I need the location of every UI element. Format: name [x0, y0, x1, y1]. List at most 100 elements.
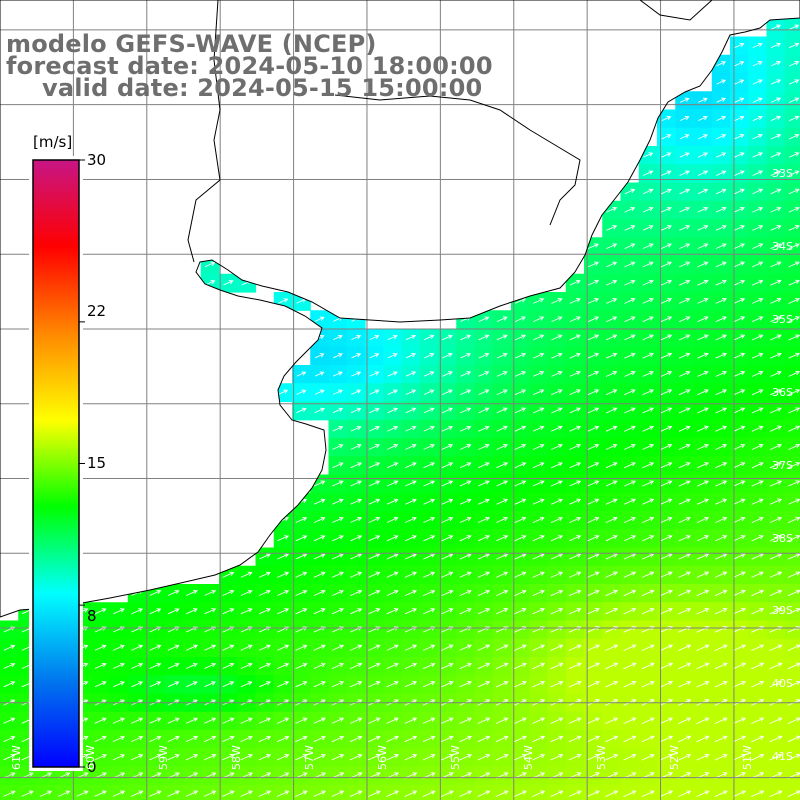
wind-arrow — [113, 681, 125, 688]
wind-arrow — [770, 61, 782, 67]
wind-arrow — [514, 516, 527, 524]
wind-arrow — [404, 571, 417, 578]
wind-arrow — [660, 389, 673, 396]
lat-label-37s: 37S — [772, 459, 793, 472]
wind-arrow — [551, 407, 563, 414]
wind-arrow — [716, 170, 727, 176]
wind-arrow — [331, 644, 345, 651]
wind-arrow — [405, 353, 417, 359]
wind-arrow — [369, 371, 380, 377]
wind-arrow — [550, 753, 564, 761]
wind-arrow — [3, 681, 16, 688]
field-cell — [565, 784, 585, 800]
wind-arrow — [94, 717, 107, 724]
wind-arrow — [460, 334, 472, 341]
wind-arrow — [350, 571, 363, 578]
wind-arrow — [405, 334, 417, 341]
field-cell — [346, 784, 366, 800]
wind-arrow — [569, 516, 582, 524]
field-cell — [36, 784, 56, 800]
wind-arrow — [733, 370, 746, 377]
wind-arrow — [478, 352, 490, 359]
wind-arrow — [623, 607, 637, 615]
wind-arrow — [496, 480, 509, 487]
wind-arrow — [715, 352, 728, 359]
field-cell — [146, 784, 165, 800]
wind-arrow — [734, 97, 745, 103]
wind-arrow — [295, 589, 308, 596]
wind-arrow — [769, 589, 783, 597]
wind-arrow — [405, 498, 417, 505]
wind-arrow — [423, 389, 435, 395]
wind-arrow — [295, 717, 308, 724]
wind-arrow — [405, 425, 417, 432]
wind-arrow — [259, 608, 271, 615]
wind-arrow — [788, 279, 800, 286]
field-cell — [456, 784, 476, 800]
wind-arrow — [368, 644, 381, 651]
wind-arrow — [313, 662, 326, 670]
wind-arrow — [769, 717, 783, 725]
wind-arrow — [642, 553, 655, 560]
lon-label-58w: 58W — [230, 745, 243, 770]
wind-arrow — [369, 334, 380, 341]
wind-arrow — [788, 243, 800, 250]
wind-arrow — [697, 316, 709, 323]
wind-arrow — [460, 389, 472, 396]
wind-arrow — [624, 188, 636, 195]
wind-arrow — [459, 480, 472, 487]
field-cell — [766, 784, 786, 800]
wind-arrow — [258, 717, 272, 724]
wind-arrow — [587, 589, 600, 597]
wind-arrow — [149, 662, 162, 669]
wind-arrow — [642, 334, 654, 341]
wind-arrow — [550, 717, 564, 724]
wind-arrow — [569, 298, 581, 304]
wind-arrow — [624, 443, 636, 450]
wind-arrow — [623, 680, 637, 688]
wind-arrow — [313, 681, 326, 688]
wind-arrow — [751, 334, 764, 341]
wind-arrow — [423, 516, 436, 523]
wind-arrow — [423, 662, 436, 670]
wind-arrow — [386, 644, 399, 651]
wind-arrow — [733, 225, 745, 231]
wind-arrow — [678, 480, 691, 487]
wind-arrow — [770, 389, 782, 396]
wind-arrow — [514, 425, 527, 432]
lon-label-51w: 51W — [741, 745, 754, 770]
wind-arrow — [331, 681, 345, 688]
wind-arrow — [751, 352, 764, 359]
wind-arrow — [131, 790, 144, 797]
lon-label-55w: 55W — [449, 745, 462, 770]
field-cell — [529, 784, 549, 800]
wind-arrow — [351, 371, 362, 377]
wind-arrow — [551, 316, 563, 323]
wind-arrow — [697, 389, 709, 396]
wind-arrow — [532, 443, 545, 450]
wind-arrow — [660, 516, 673, 524]
wind-arrow — [459, 553, 472, 560]
wind-arrow — [586, 662, 601, 670]
wind-arrow — [715, 188, 727, 195]
wind-arrow — [295, 608, 308, 615]
wind-arrow — [587, 425, 600, 432]
wind-arrow — [660, 371, 673, 377]
wind-arrow — [569, 352, 581, 359]
wind-arrow — [368, 444, 381, 450]
field-cell — [255, 784, 275, 800]
wind-arrow — [715, 298, 727, 304]
wind-arrow — [204, 681, 216, 688]
wind-arrow — [314, 371, 325, 377]
field-cell — [0, 784, 19, 800]
wind-arrow — [496, 516, 509, 523]
wind-arrow — [113, 644, 125, 651]
wind-arrow — [478, 462, 490, 469]
wind-arrow — [606, 352, 618, 359]
wind-arrow — [642, 371, 654, 377]
wind-arrow — [770, 425, 782, 432]
wind-arrow — [94, 644, 107, 651]
wind-arrow — [605, 425, 618, 432]
wind-arrow — [167, 717, 180, 724]
wind-arrow — [715, 498, 728, 505]
